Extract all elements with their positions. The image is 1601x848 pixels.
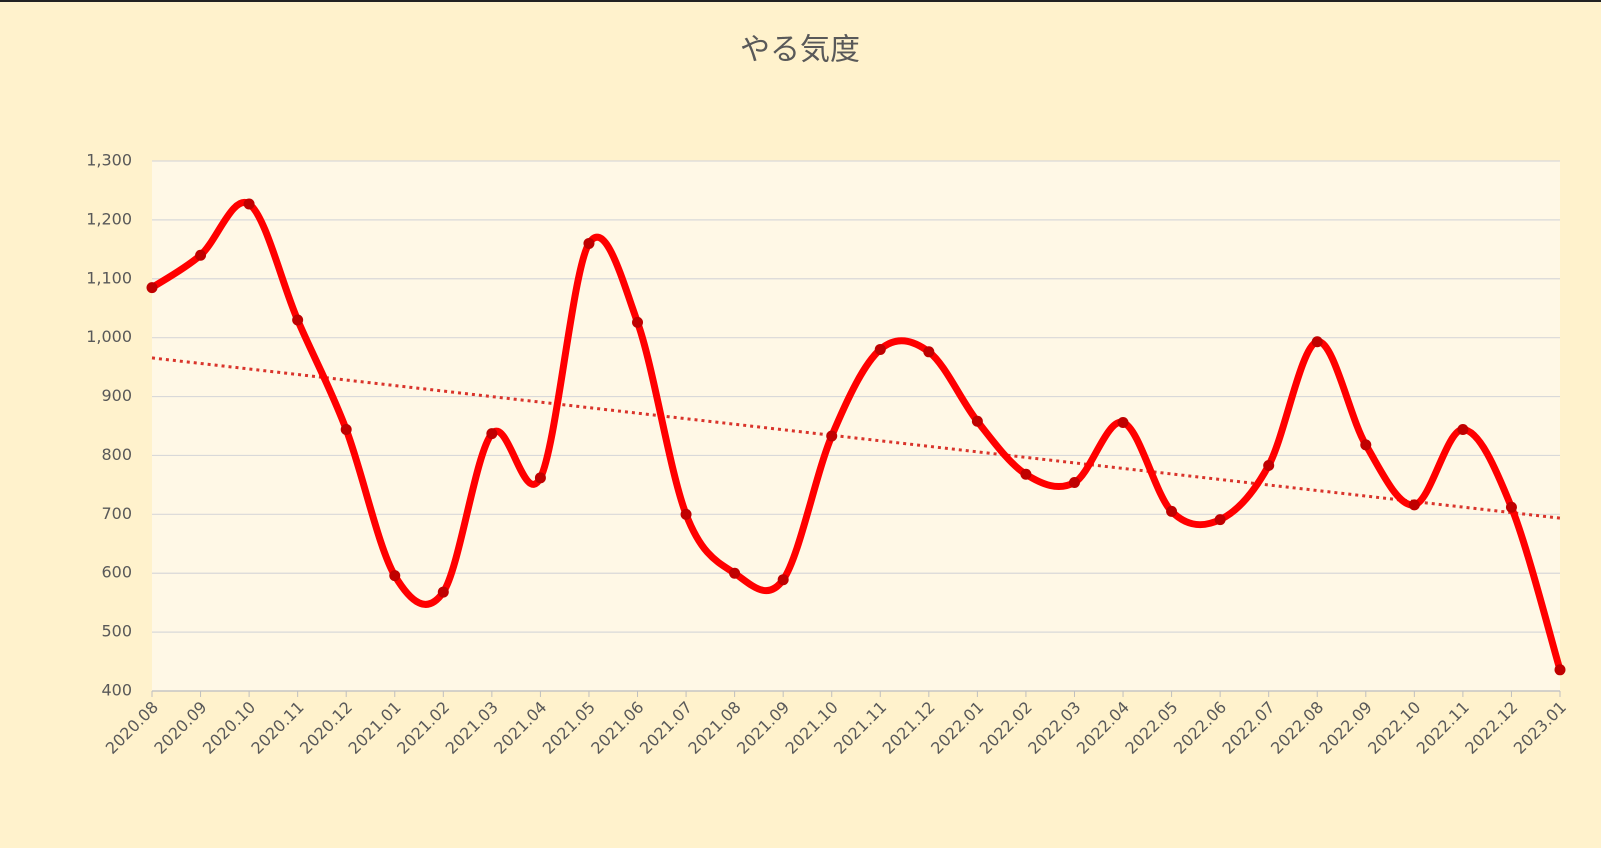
marker [1117, 416, 1129, 428]
marker [1408, 499, 1420, 511]
marker [971, 415, 983, 427]
marker [632, 316, 644, 328]
marker [1311, 336, 1323, 348]
marker [1068, 477, 1080, 489]
marker [777, 574, 789, 586]
y-tick-label: 500 [101, 622, 132, 641]
marker [583, 237, 595, 249]
marker [340, 424, 352, 436]
y-tick-label: 900 [101, 386, 132, 405]
marker [437, 586, 449, 598]
marker [729, 567, 741, 579]
trendline [151, 356, 1561, 520]
y-tick-label: 600 [101, 563, 132, 582]
y-tick-label: 400 [101, 681, 132, 700]
y-tick-label: 1,200 [86, 209, 132, 228]
marker [1166, 505, 1178, 517]
marker [486, 428, 498, 440]
marker [923, 346, 935, 358]
y-tick-label: 800 [101, 445, 132, 464]
marker [680, 508, 692, 520]
marker [534, 472, 546, 484]
marker [195, 249, 207, 261]
marker [1360, 439, 1372, 451]
marker [1214, 514, 1226, 526]
marker [292, 314, 304, 326]
plot-area [152, 161, 1560, 691]
y-tick-label: 1,300 [86, 151, 132, 170]
y-tick-label: 700 [101, 504, 132, 523]
marker [1020, 468, 1032, 480]
marker [826, 430, 838, 442]
marker [243, 198, 255, 210]
marker [146, 282, 158, 294]
chart-title: やる気度 [740, 33, 860, 68]
marker [1505, 501, 1517, 513]
marker [1554, 664, 1566, 676]
marker [874, 343, 886, 355]
y-tick-label: 1,000 [86, 327, 132, 346]
marker [1457, 424, 1469, 436]
y-tick-label: 1,100 [86, 268, 132, 287]
marker [389, 570, 401, 582]
marker [1263, 459, 1275, 471]
